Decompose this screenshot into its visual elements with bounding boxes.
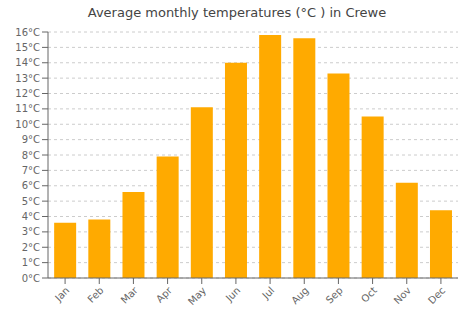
svg-text:May: May (186, 285, 208, 307)
svg-text:2°C: 2°C (22, 242, 40, 253)
svg-text:Jan: Jan (52, 285, 71, 304)
svg-text:13°C: 13°C (15, 73, 40, 84)
svg-text:Sep: Sep (324, 285, 345, 306)
svg-text:15°C: 15°C (15, 42, 40, 53)
svg-text:Aug: Aug (289, 285, 311, 307)
svg-text:Apr: Apr (154, 284, 175, 305)
svg-text:10°C: 10°C (15, 119, 40, 130)
svg-text:11°C: 11°C (15, 103, 40, 114)
svg-text:Jul: Jul (259, 285, 276, 302)
svg-text:Mar: Mar (119, 284, 141, 306)
svg-text:7°C: 7°C (22, 165, 40, 176)
svg-text:14°C: 14°C (15, 57, 40, 68)
svg-text:Dec: Dec (426, 285, 447, 306)
svg-text:12°C: 12°C (15, 88, 40, 99)
svg-text:5°C: 5°C (22, 196, 40, 207)
svg-text:6°C: 6°C (22, 180, 40, 191)
html-text:Average monthly temperatures (: Average monthly temperatures (°C ) in Cr… (87, 5, 387, 20)
svg-text:3°C: 3°C (22, 226, 40, 237)
svg-text:Jun: Jun (223, 285, 243, 305)
svg-text:Feb: Feb (85, 285, 105, 305)
svg-text:8°C: 8°C (22, 150, 40, 161)
svg-text:Nov: Nov (392, 285, 414, 307)
svg-text:1°C: 1°C (22, 257, 40, 268)
svg-text:16°C: 16°C (15, 27, 40, 38)
svg-text:9°C: 9°C (22, 134, 40, 145)
svg-text:0°C: 0°C (22, 273, 40, 284)
svg-text:4°C: 4°C (22, 211, 40, 222)
svg-text:Oct: Oct (359, 285, 379, 305)
